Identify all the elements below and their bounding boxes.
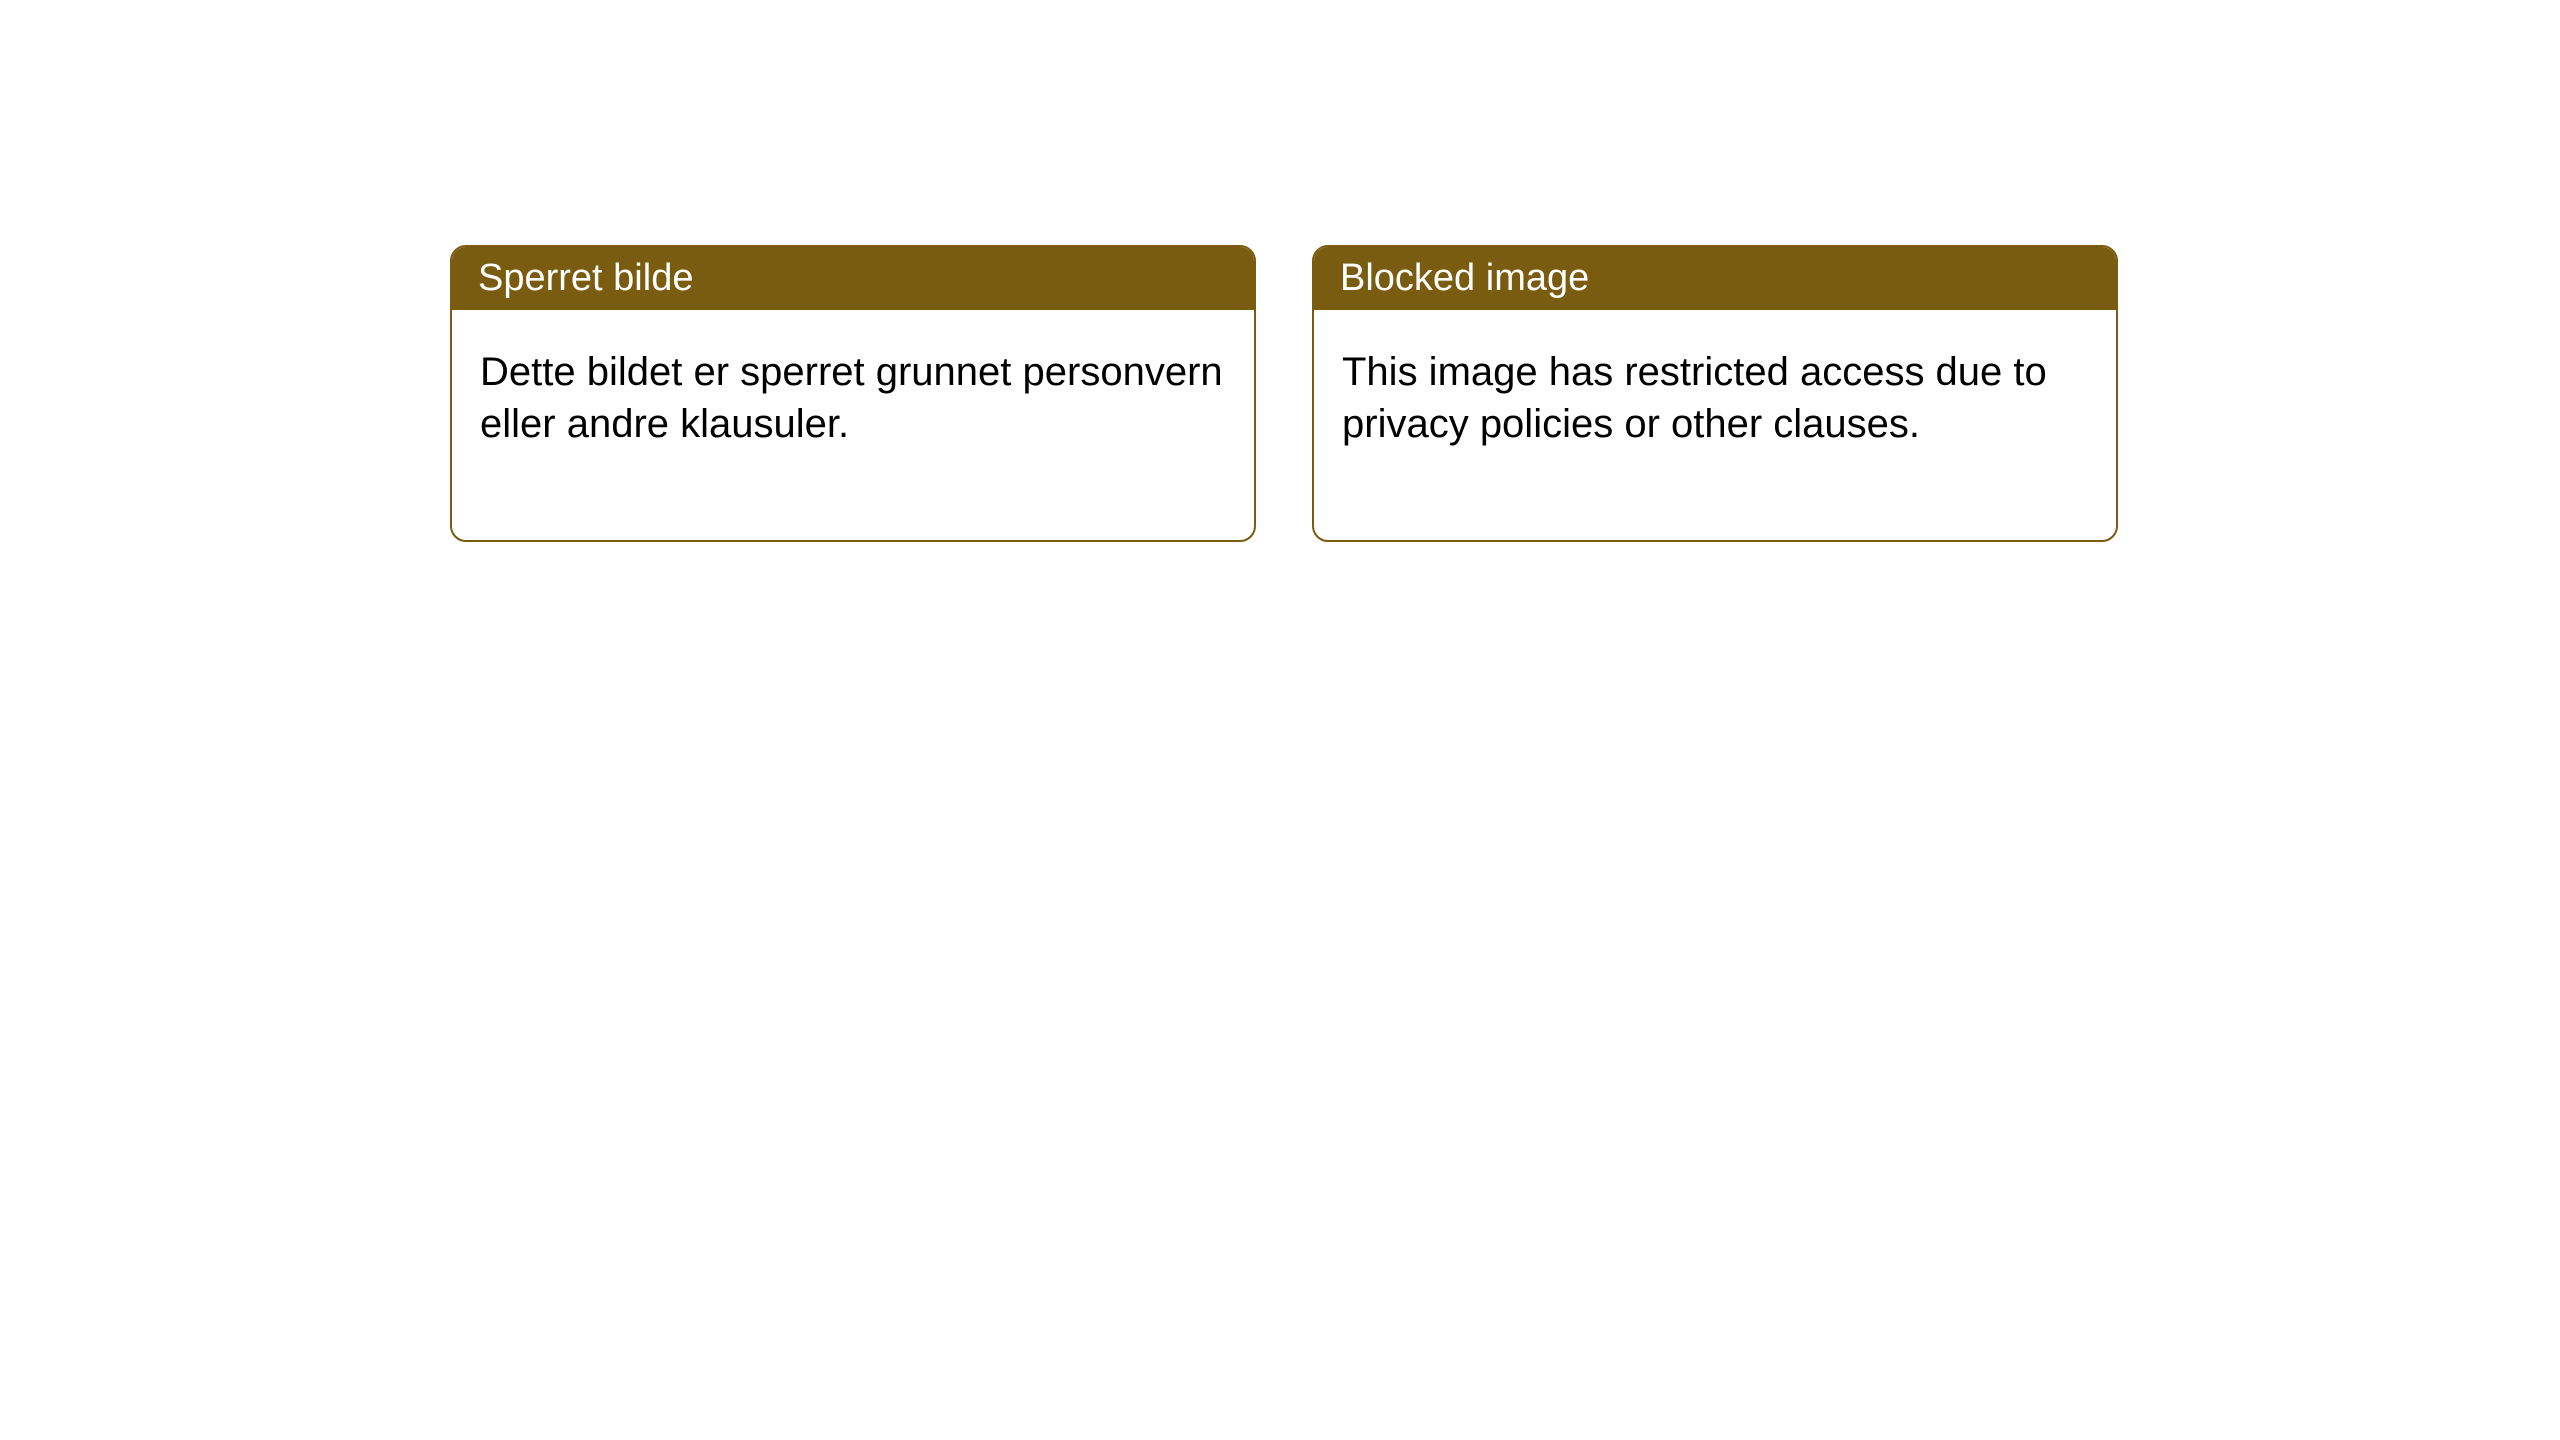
- notice-body: This image has restricted access due to …: [1314, 310, 2116, 540]
- notice-header: Sperret bilde: [452, 247, 1254, 310]
- notice-card-norwegian: Sperret bilde Dette bildet er sperret gr…: [450, 245, 1256, 542]
- notice-title: Sperret bilde: [478, 257, 693, 299]
- notice-body-text: This image has restricted access due to …: [1342, 350, 2047, 446]
- notice-container: Sperret bilde Dette bildet er sperret gr…: [0, 0, 2560, 542]
- notice-title: Blocked image: [1340, 257, 1589, 299]
- notice-body-text: Dette bildet er sperret grunnet personve…: [480, 350, 1223, 446]
- notice-header: Blocked image: [1314, 247, 2116, 310]
- notice-body: Dette bildet er sperret grunnet personve…: [452, 310, 1254, 540]
- notice-card-english: Blocked image This image has restricted …: [1312, 245, 2118, 542]
